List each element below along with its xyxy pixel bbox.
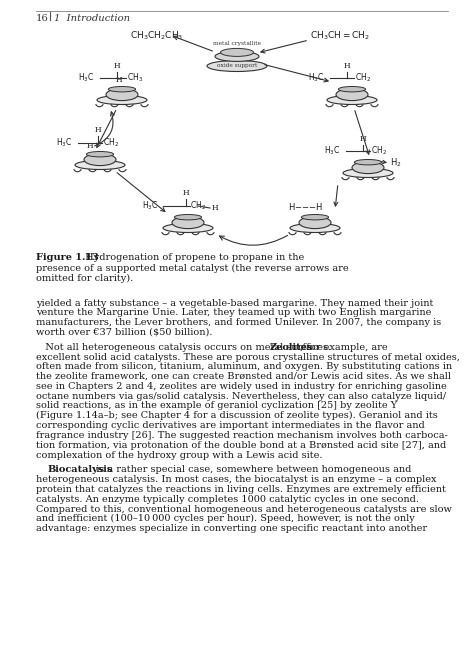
Text: $\rm H_3C$: $\rm H_3C$ — [324, 145, 340, 157]
Text: $\rm H_3C$: $\rm H_3C$ — [78, 71, 94, 84]
Text: $\rm CH_2$: $\rm CH_2$ — [371, 145, 387, 157]
Text: $\rm CH_3$: $\rm CH_3$ — [127, 71, 143, 84]
Ellipse shape — [207, 61, 267, 71]
Text: protein that catalyzes the reactions in living cells. Enzymes are extremely effi: protein that catalyzes the reactions in … — [36, 485, 446, 494]
Ellipse shape — [86, 152, 114, 157]
Text: $\rm H_3C$: $\rm H_3C$ — [142, 200, 158, 212]
Ellipse shape — [299, 216, 331, 228]
Ellipse shape — [163, 224, 213, 232]
Text: H: H — [87, 142, 93, 150]
Text: manufacturers, the Lever brothers, and formed Unilever. In 2007, the company is: manufacturers, the Lever brothers, and f… — [36, 318, 441, 327]
Ellipse shape — [84, 154, 116, 166]
Text: H: H — [212, 204, 219, 212]
Text: see in Chapters 2 and 4, zeolites are widely used in industry for enriching gaso: see in Chapters 2 and 4, zeolites are wi… — [36, 382, 447, 391]
Text: $\rm H_3C$: $\rm H_3C$ — [308, 71, 324, 84]
Ellipse shape — [338, 86, 365, 92]
Text: yielded a fatty substance – a vegetable-based margarine. They named their joint: yielded a fatty substance – a vegetable-… — [36, 299, 433, 307]
Text: metal crystallite: metal crystallite — [213, 41, 261, 46]
Text: (Figure 1.14a–b; see Chapter 4 for a discussion of zeolite types). Geraniol and : (Figure 1.14a–b; see Chapter 4 for a dis… — [36, 411, 438, 420]
Ellipse shape — [301, 214, 328, 220]
Text: Not all heterogeneous catalysis occurs on metal surfaces.: Not all heterogeneous catalysis occurs o… — [36, 343, 334, 351]
Text: complexation of the hydroxy group with a Lewis acid site.: complexation of the hydroxy group with a… — [36, 450, 322, 460]
Text: H: H — [182, 189, 189, 197]
Text: omitted for clarity).: omitted for clarity). — [36, 274, 133, 283]
Text: venture the Margarine Unie. Later, they teamed up with two English margarine: venture the Margarine Unie. Later, they … — [36, 309, 431, 317]
Text: Figure 1.13: Figure 1.13 — [36, 253, 99, 262]
Text: $\rm CH_3CH_2CH_3$: $\rm CH_3CH_2CH_3$ — [130, 30, 183, 43]
Ellipse shape — [352, 162, 384, 174]
Ellipse shape — [97, 96, 147, 104]
Ellipse shape — [290, 224, 340, 232]
Ellipse shape — [327, 96, 377, 104]
Ellipse shape — [75, 160, 125, 170]
Ellipse shape — [172, 216, 204, 228]
Text: $\rm H{-}{-}{-}H$: $\rm H{-}{-}{-}H$ — [288, 200, 322, 212]
Text: H: H — [114, 62, 120, 70]
Text: catalysts. An enzyme typically completes 1000 catalytic cycles in one second.: catalysts. An enzyme typically completes… — [36, 495, 419, 504]
Text: excellent solid acid catalysts. These are porous crystalline structures of metal: excellent solid acid catalysts. These ar… — [36, 353, 460, 361]
Ellipse shape — [355, 160, 382, 165]
Text: solid reactions, as in the example of geraniol cyclization [25] by zeolite Y: solid reactions, as in the example of ge… — [36, 401, 397, 411]
Text: fragrance industry [26]. The suggested reaction mechanism involves both carboca-: fragrance industry [26]. The suggested r… — [36, 431, 448, 440]
Ellipse shape — [336, 89, 368, 101]
Ellipse shape — [220, 48, 254, 56]
Text: , for example, are: , for example, are — [300, 343, 388, 351]
Text: 1  Introduction: 1 Introduction — [54, 14, 130, 23]
Text: Compared to this, conventional homogeneous and heterogeneous catalysts are slow: Compared to this, conventional homogeneo… — [36, 504, 452, 514]
Text: H: H — [360, 135, 366, 143]
Text: corresponding cyclic derivatives are important intermediates in the flavor and: corresponding cyclic derivatives are imp… — [36, 421, 425, 430]
Text: $\rm H_2$: $\rm H_2$ — [390, 157, 401, 169]
Ellipse shape — [106, 89, 138, 101]
Text: $\rm CH_3CH{=}CH_2$: $\rm CH_3CH{=}CH_2$ — [310, 30, 370, 43]
Text: worth over €37 billion ($50 billion).: worth over €37 billion ($50 billion). — [36, 328, 212, 337]
Text: heterogeneous catalysis. In most cases, the biocatalyst is an enzyme – a complex: heterogeneous catalysis. In most cases, … — [36, 475, 437, 484]
Text: H: H — [116, 76, 122, 84]
Text: Biocatalysis: Biocatalysis — [47, 466, 113, 474]
Text: 16: 16 — [36, 14, 49, 23]
Text: $\rm CH_2$: $\rm CH_2$ — [190, 200, 206, 212]
Text: $\rm CH_2$: $\rm CH_2$ — [103, 137, 119, 149]
Text: octane numbers via gas/solid catalysis. Nevertheless, they can also catalyze liq: octane numbers via gas/solid catalysis. … — [36, 391, 446, 401]
Text: H: H — [344, 62, 350, 70]
Text: Hydrogenation of propene to propane in the: Hydrogenation of propene to propane in t… — [82, 253, 304, 262]
Text: $\rm CH_2$: $\rm CH_2$ — [355, 71, 371, 84]
Text: oxide support: oxide support — [217, 63, 257, 69]
Text: tion formation, via protonation of the double bond at a Brønsted acid site [27],: tion formation, via protonation of the d… — [36, 441, 446, 450]
Ellipse shape — [343, 168, 393, 178]
Ellipse shape — [215, 51, 259, 61]
Text: H: H — [95, 126, 101, 134]
Text: presence of a supported metal catalyst (the reverse arrows are: presence of a supported metal catalyst (… — [36, 263, 348, 273]
Text: Zeolites: Zeolites — [270, 343, 313, 351]
Ellipse shape — [174, 214, 201, 220]
Text: is a rather special case, somewhere between homogeneous and: is a rather special case, somewhere betw… — [93, 466, 412, 474]
Ellipse shape — [109, 86, 136, 92]
Text: the zeolite framework, one can create Brønsted and/or Lewis acid sites. As we sh: the zeolite framework, one can create Br… — [36, 372, 451, 381]
Text: and inefficient (100–10 000 cycles per hour). Speed, however, is not the only: and inefficient (100–10 000 cycles per h… — [36, 514, 415, 524]
Text: $\rm H_3C$: $\rm H_3C$ — [55, 137, 72, 149]
Text: often made from silicon, titanium, aluminum, and oxygen. By substituting cations: often made from silicon, titanium, alumi… — [36, 362, 452, 371]
Text: advantage: enzymes specialize in converting one specific reactant into another: advantage: enzymes specialize in convert… — [36, 524, 427, 533]
